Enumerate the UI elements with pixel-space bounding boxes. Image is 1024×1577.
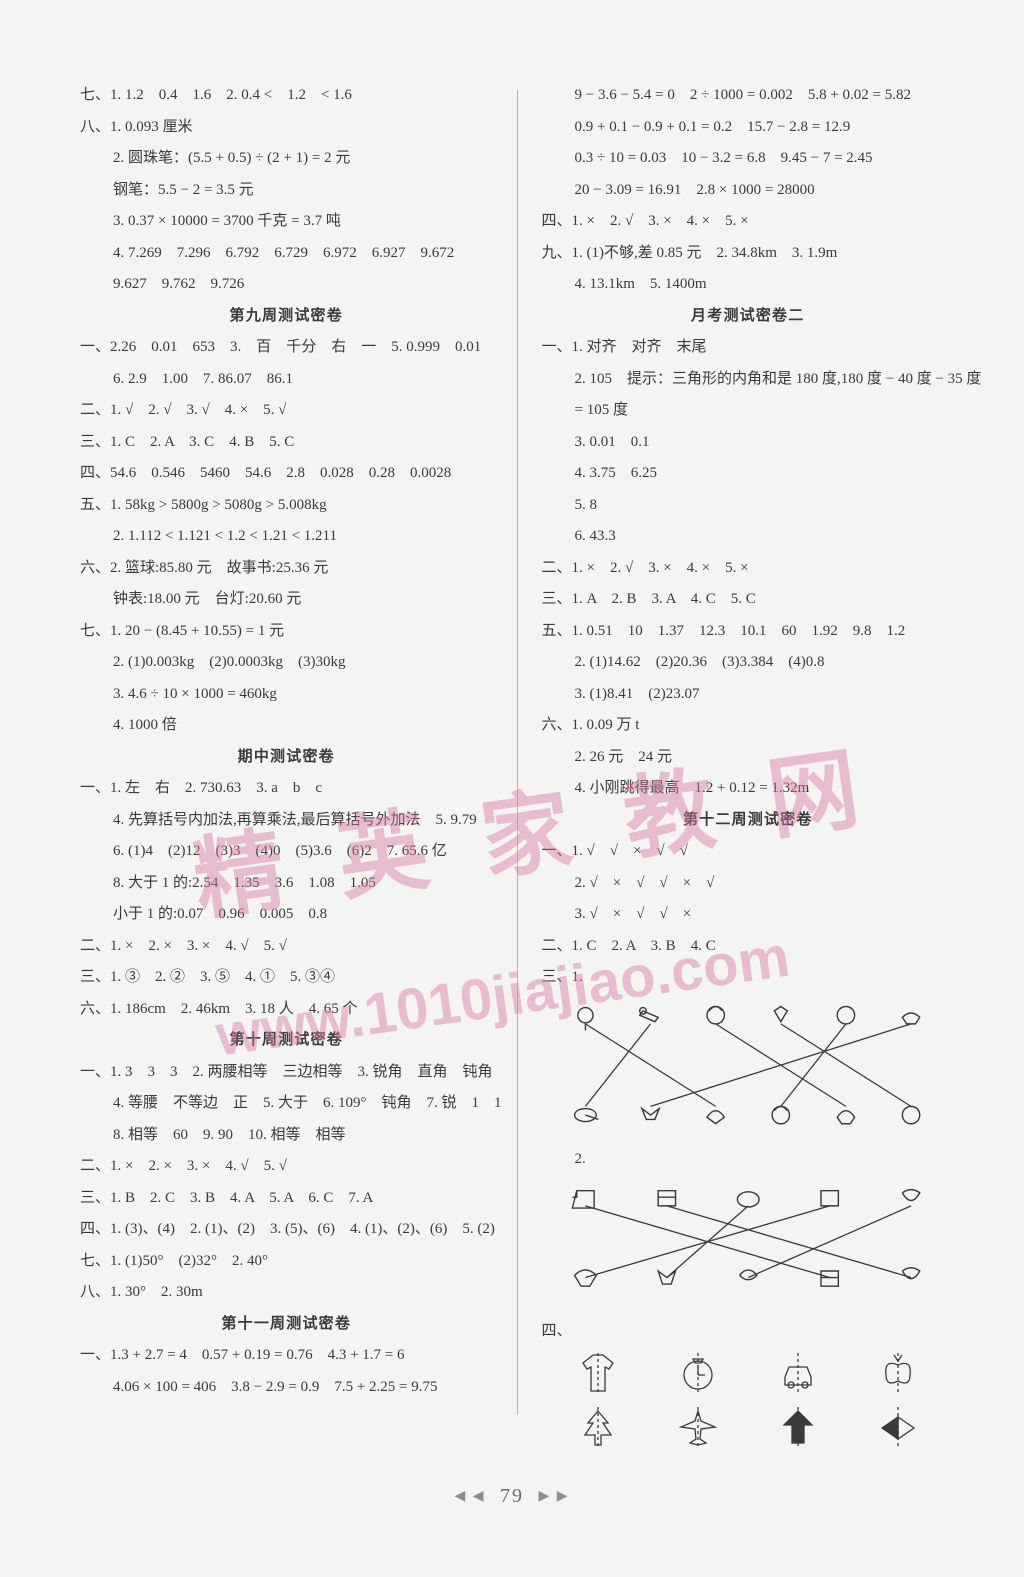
car-icon <box>773 1351 823 1397</box>
section-title-monthly2: 月考测试密卷二 <box>542 301 955 333</box>
text-line: 4. 等腰 不等边 正 5. 大于 6. 109° 钝角 7. 锐 1 1 <box>80 1088 493 1120</box>
text-line: 20 − 3.09 = 16.91 2.8 × 1000 = 28000 <box>542 175 955 207</box>
text-line: 二、1. × 2. × 3. × 4. √ 5. √ <box>80 1151 493 1183</box>
text-line: 2. 1.112 < 1.121 < 1.2 < 1.21 < 1.211 <box>80 521 493 553</box>
section-title-week12: 第十二周测试密卷 <box>542 805 955 837</box>
shirt-icon <box>573 1351 623 1397</box>
text-line: 一、1.3 + 2.7 = 4 0.57 + 0.19 = 0.76 4.3 +… <box>80 1340 493 1372</box>
text-line: 七、1. 1.2 0.4 1.6 2. 0.4 < 1.2 < 1.6 <box>80 80 493 112</box>
page-number: 79 <box>500 1485 524 1507</box>
text-line: 六、1. 0.09 万 t <box>542 710 955 742</box>
symmetry-icons-row-2 <box>542 1401 955 1455</box>
butterfly-icon <box>873 1351 923 1397</box>
text-line: 二、1. × 2. × 3. × 4. √ 5. √ <box>80 931 493 963</box>
text-line: 三、1. C 2. A 3. C 4. B 5. C <box>80 427 493 459</box>
text-line: 2. (1)0.003kg (2)0.0003kg (3)30kg <box>80 647 493 679</box>
text-line: 八、1. 0.093 厘米 <box>80 112 493 144</box>
text-line: 四、 <box>542 1316 955 1348</box>
text-line: 8. 大于 1 的:2.54 1.35 3.6 1.08 1.05 <box>80 868 493 900</box>
text-line: 三、1. ③ 2. ② 3. ⑤ 4. ① 5. ③④ <box>80 962 493 994</box>
text-line: 四、1. × 2. √ 3. × 4. × 5. × <box>542 206 955 238</box>
text-line: 4.06 × 100 = 406 3.8 − 2.9 = 0.9 7.5 + 2… <box>80 1372 493 1404</box>
text-line: 3. 0.01 0.1 <box>542 427 955 459</box>
left-column: 七、1. 1.2 0.4 1.6 2. 0.4 < 1.2 < 1.6 八、1.… <box>80 80 517 1455</box>
text-line: 9 − 3.6 − 5.4 = 0 2 ÷ 1000 = 0.002 5.8 +… <box>542 80 955 112</box>
triangle-left-icon: ◀ ◀ <box>454 1489 485 1504</box>
matching-diagram-1 <box>542 1000 955 1130</box>
text-line: 0.9 + 0.1 − 0.9 + 0.1 = 0.2 15.7 − 2.8 =… <box>542 112 955 144</box>
text-line: 0.3 ÷ 10 = 0.03 10 − 3.2 = 6.8 9.45 − 7 … <box>542 143 955 175</box>
symmetry-icons-row-1 <box>542 1347 955 1401</box>
text-line: 2. √ × √ √ × √ <box>542 868 955 900</box>
text-line: 2. <box>542 1144 955 1176</box>
text-line: 4. 3.75 6.25 <box>542 458 955 490</box>
text-line: 钢笔：5.5 − 2 = 3.5 元 <box>80 175 493 207</box>
text-line: 一、1. 左 右 2. 730.63 3. a b c <box>80 773 493 805</box>
text-line: 五、1. 0.51 10 1.37 12.3 10.1 60 1.92 9.8 … <box>542 616 955 648</box>
text-line: 6. 43.3 <box>542 521 955 553</box>
clock-icon <box>673 1351 723 1397</box>
text-line: 4. 7.269 7.296 6.792 6.729 6.972 6.927 9… <box>80 238 493 270</box>
text-line: 七、1. (1)50° (2)32° 2. 40° <box>80 1246 493 1278</box>
triangle-right-icon: ▶ ▶ <box>539 1489 570 1504</box>
text-line: 二、1. × 2. √ 3. × 4. × 5. × <box>542 553 955 585</box>
text-line: 九、1. (1)不够,差 0.85 元 2. 34.8km 3. 1.9m <box>542 238 955 270</box>
right-column: 9 − 3.6 − 5.4 = 0 2 ÷ 1000 = 0.002 5.8 +… <box>518 80 955 1455</box>
text-line: 六、1. 186cm 2. 46km 3. 18 人 4. 65 个 <box>80 994 493 1026</box>
section-title-week11: 第十一周测试密卷 <box>80 1309 493 1341</box>
double-triangle-icon <box>873 1405 923 1451</box>
text-line: 2. (1)14.62 (2)20.36 (3)3.384 (4)0.8 <box>542 647 955 679</box>
text-line: 3. √ × √ √ × <box>542 899 955 931</box>
text-line: 六、2. 篮球:85.80 元 故事书:25.36 元 <box>80 553 493 585</box>
page-content: 七、1. 1.2 0.4 1.6 2. 0.4 < 1.2 < 1.6 八、1.… <box>0 0 1024 1495</box>
text-line: 七、1. 20 − (8.45 + 10.55) = 1 元 <box>80 616 493 648</box>
text-line: 9.627 9.762 9.726 <box>80 269 493 301</box>
text-line: 二、1. √ 2. √ 3. √ 4. × 5. √ <box>80 395 493 427</box>
text-line: 3. 0.37 × 10000 = 3700 千克 = 3.7 吨 <box>80 206 493 238</box>
arrow-up-icon <box>773 1405 823 1451</box>
text-line: = 105 度 <box>542 395 955 427</box>
text-line: 8. 相等 60 9. 90 10. 相等 相等 <box>80 1120 493 1152</box>
text-line: 2. 26 元 24 元 <box>542 742 955 774</box>
text-line: 五、1. 58kg > 5800g > 5080g > 5.008kg <box>80 490 493 522</box>
text-line: 三、1. B 2. C 3. B 4. A 5. A 6. C 7. A <box>80 1183 493 1215</box>
text-line: 2. 105 提示：三角形的内角和是 180 度,180 度 − 40 度 − … <box>542 364 955 396</box>
text-line: 一、2.26 0.01 653 3. 百 千分 右 一 5. 0.999 0.0… <box>80 332 493 364</box>
text-line: 一、1. √ √ × √ √ <box>542 836 955 868</box>
text-line: 四、1. (3)、(4) 2. (1)、(2) 3. (5)、(6) 4. (1… <box>80 1214 493 1246</box>
text-line: 3. (1)8.41 (2)23.07 <box>542 679 955 711</box>
text-line: 6. (1)4 (2)12 (3)3 (4)0 (5)3.6 (6)2 7. 6… <box>80 836 493 868</box>
text-line: 四、54.6 0.546 5460 54.6 2.8 0.028 0.28 0.… <box>80 458 493 490</box>
tree-icon <box>573 1405 623 1451</box>
text-line: 三、1. A 2. B 3. A 4. C 5. C <box>542 584 955 616</box>
text-line: 八、1. 30° 2. 30m <box>80 1277 493 1309</box>
text-line: 一、1. 3 3 3 2. 两腰相等 三边相等 3. 锐角 直角 钝角 <box>80 1057 493 1089</box>
text-line: 一、1. 对齐 对齐 末尾 <box>542 332 955 364</box>
text-line: 二、1. C 2. A 3. B 4. C <box>542 931 955 963</box>
section-title-week10: 第十周测试密卷 <box>80 1025 493 1057</box>
section-title-week9: 第九周测试密卷 <box>80 301 493 333</box>
text-line: 2. 圆珠笔：(5.5 + 0.5) ÷ (2 + 1) = 2 元 <box>80 143 493 175</box>
airplane-icon <box>673 1405 723 1451</box>
text-line: 5. 8 <box>542 490 955 522</box>
text-line: 4. 小刚跳得最高 1.2 + 0.12 = 1.32m <box>542 773 955 805</box>
text-line: 3. 4.6 ÷ 10 × 1000 = 460kg <box>80 679 493 711</box>
text-line: 4. 先算括号内加法,再算乘法,最后算括号外加法 5. 9.79 <box>80 805 493 837</box>
text-line: 4. 13.1km 5. 1400m <box>542 269 955 301</box>
text-line: 小于 1 的:0.07 0.96 0.005 0.8 <box>80 899 493 931</box>
text-line: 6. 2.9 1.00 7. 86.07 86.1 <box>80 364 493 396</box>
matching-diagram-2 <box>542 1182 955 1301</box>
section-title-midterm: 期中测试密卷 <box>80 742 493 774</box>
text-line: 钟表:18.00 元 台灯:20.60 元 <box>80 584 493 616</box>
text-line: 三、1. <box>542 962 955 994</box>
text-line: 4. 1000 倍 <box>80 710 493 742</box>
page-footer: ◀ ◀ 79 ▶ ▶ <box>0 1475 1024 1517</box>
